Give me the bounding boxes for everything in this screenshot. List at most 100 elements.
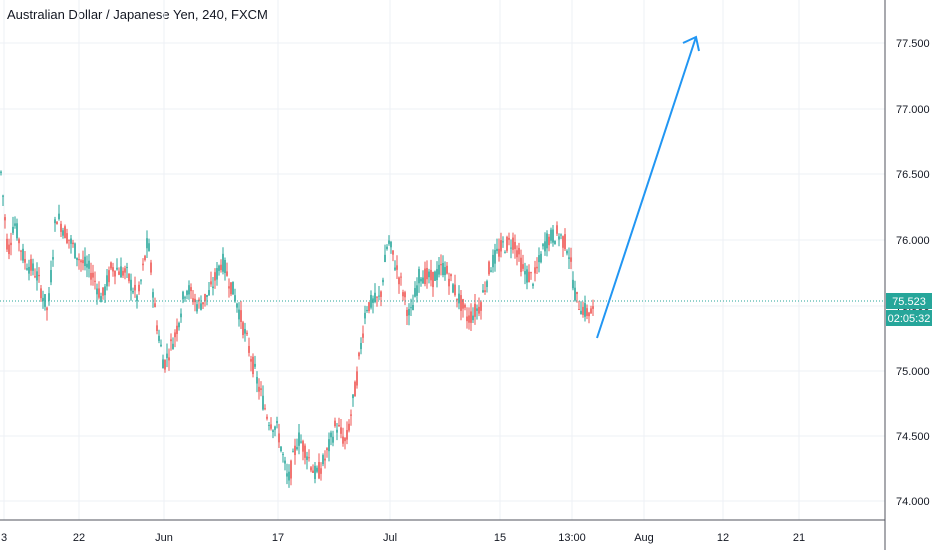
candle <box>520 249 522 277</box>
candle <box>58 204 60 221</box>
price-badge-countdown: 02:05:32 <box>888 313 931 325</box>
candle <box>266 414 268 421</box>
candle <box>534 260 536 282</box>
candle <box>460 290 462 321</box>
candle <box>228 278 230 298</box>
candle <box>204 293 206 307</box>
candle <box>36 262 38 291</box>
candle <box>212 277 214 296</box>
candle <box>74 242 76 259</box>
candle <box>328 432 330 462</box>
candle <box>510 239 512 259</box>
candle <box>86 255 88 278</box>
candle <box>50 260 52 286</box>
candle <box>370 290 372 310</box>
candle <box>532 282 534 289</box>
candle <box>522 254 524 272</box>
candle <box>14 216 16 229</box>
candle <box>230 282 232 297</box>
candle <box>508 232 510 246</box>
candle <box>28 259 30 281</box>
candle <box>246 330 248 336</box>
candle <box>16 218 18 241</box>
candle <box>308 449 310 462</box>
candle <box>202 302 204 310</box>
candle <box>48 287 50 306</box>
candle <box>148 238 150 252</box>
candle <box>342 427 344 447</box>
candle <box>294 438 296 465</box>
candle <box>440 254 442 276</box>
candle <box>404 290 406 306</box>
candle <box>178 321 180 331</box>
candle <box>352 394 354 407</box>
candle <box>390 240 392 254</box>
candle <box>428 268 430 284</box>
candle <box>374 283 376 304</box>
candle <box>268 422 270 431</box>
candle <box>288 464 290 488</box>
candle <box>464 303 466 311</box>
candle <box>40 284 42 302</box>
candle <box>180 308 182 323</box>
candle <box>142 258 144 271</box>
candle <box>392 250 394 262</box>
candle <box>354 380 356 397</box>
candle <box>384 244 386 263</box>
candle <box>278 423 280 448</box>
candle <box>76 257 78 267</box>
candle <box>22 243 24 264</box>
price-tick-label: 76.500 <box>896 169 930 181</box>
candle <box>588 311 590 324</box>
candle <box>482 283 484 293</box>
candle <box>56 221 58 225</box>
candle <box>442 255 444 278</box>
candle <box>326 447 328 458</box>
candle <box>562 235 564 258</box>
candle <box>134 276 136 298</box>
candle <box>104 284 106 303</box>
candle <box>136 294 138 309</box>
candle <box>332 430 334 447</box>
candle <box>356 366 358 389</box>
candle <box>240 300 242 330</box>
candle <box>98 281 100 300</box>
candle <box>506 235 508 253</box>
candle <box>258 378 260 400</box>
candle <box>172 337 174 350</box>
candle <box>474 293 476 325</box>
candle <box>394 260 396 271</box>
candle <box>490 267 492 273</box>
candle <box>542 242 544 250</box>
candle <box>218 264 220 276</box>
candle <box>232 281 234 295</box>
candle <box>100 292 102 303</box>
candle <box>146 230 148 258</box>
candle <box>556 221 558 236</box>
candle <box>560 233 562 240</box>
price-tick-label: 77.000 <box>896 104 930 116</box>
candle <box>234 288 236 303</box>
candle <box>582 301 584 318</box>
candle <box>152 288 154 308</box>
candle <box>586 304 588 320</box>
candle <box>186 289 188 300</box>
candle <box>194 293 196 312</box>
candle <box>322 453 324 467</box>
candle <box>324 450 326 469</box>
candle <box>120 257 122 278</box>
time-tick-label: 13:00 <box>558 532 586 544</box>
candle <box>344 436 346 450</box>
projection-arrow <box>596 35 700 339</box>
candle <box>592 299 594 317</box>
candle <box>264 404 266 411</box>
candle <box>242 320 244 339</box>
candle <box>580 301 582 315</box>
candle <box>0 170 2 176</box>
candle <box>96 283 98 305</box>
time-tick-label: 17 <box>272 532 284 544</box>
candle <box>310 466 312 473</box>
candle <box>174 329 176 348</box>
candle <box>290 459 292 486</box>
candle <box>502 236 504 248</box>
